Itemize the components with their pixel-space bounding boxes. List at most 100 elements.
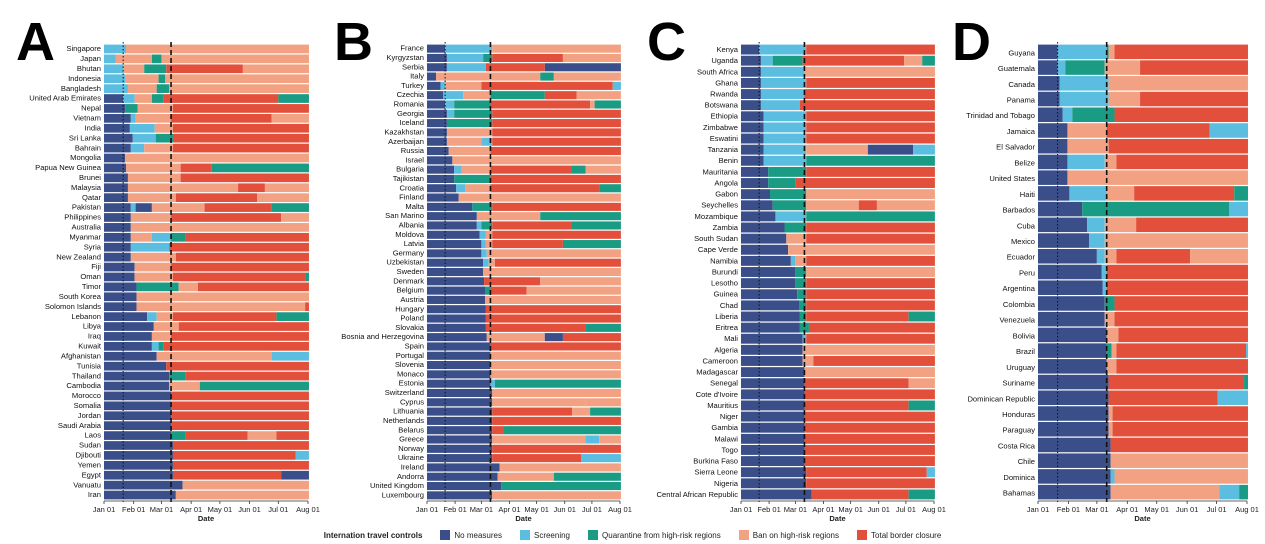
country-label: Suriname — [1003, 379, 1036, 388]
bar-segment — [172, 460, 309, 470]
bar-segment — [585, 398, 621, 407]
country-label: Romania — [394, 100, 425, 109]
bar-segment — [540, 72, 554, 81]
bar-segment — [1038, 107, 1063, 123]
country-label: Lithuania — [393, 407, 425, 416]
bar-segment — [204, 203, 272, 212]
bar-segment — [806, 111, 935, 122]
country-label: Botswana — [705, 101, 739, 110]
bar-segment — [492, 444, 621, 453]
bar-segment — [130, 223, 309, 232]
bar-segment — [492, 230, 621, 239]
bar-segment — [1038, 343, 1107, 358]
bar-segment — [104, 391, 172, 401]
bar-segment — [427, 472, 498, 481]
bar-segment — [741, 155, 764, 166]
bar-segment — [763, 111, 807, 122]
bar-segment — [1108, 44, 1115, 60]
bar-segment — [104, 411, 172, 421]
country-label: United Kingdom — [370, 481, 424, 490]
country-label: Singapore — [66, 44, 101, 53]
country-label: Tunisia — [77, 361, 102, 370]
bar-segment — [741, 433, 805, 444]
country-label: Papua New Guinea — [35, 163, 102, 172]
bar-segment — [104, 282, 137, 292]
bar-segment — [485, 305, 621, 314]
panel-label: C — [647, 12, 686, 72]
bar-segment — [612, 81, 621, 90]
country-label: Algeria — [714, 345, 738, 354]
bar-segment — [427, 388, 493, 398]
country-label: Ukraine — [398, 453, 424, 462]
bar-segment — [1114, 296, 1248, 311]
bar-segment — [804, 89, 935, 100]
bar-segment — [760, 77, 807, 88]
bar-segment — [175, 193, 258, 203]
bar-segment — [427, 156, 453, 165]
bar-segment — [104, 441, 173, 450]
bar-segment — [135, 203, 152, 212]
bar-segment — [741, 378, 805, 389]
country-label: Austria — [400, 295, 424, 304]
bar-segment — [305, 302, 309, 312]
bar-segment — [104, 123, 130, 133]
bar-segment — [166, 361, 309, 371]
bar-segment — [446, 137, 482, 146]
bar-segment — [134, 272, 173, 282]
country-label: Trinidad and Tobago — [966, 111, 1035, 120]
bar-segment — [1106, 264, 1248, 280]
country-label: Saudi Arabia — [58, 421, 102, 430]
bar-segment — [1106, 123, 1210, 138]
bar-segment — [1104, 217, 1137, 233]
bar-segment — [806, 144, 868, 155]
bar-segment — [1065, 60, 1105, 75]
bar-segment — [769, 189, 807, 200]
country-label: Kazakhstan — [384, 127, 424, 136]
bar-segment — [1067, 123, 1107, 138]
x-tick-label: Jul 01 — [896, 505, 916, 514]
country-label: Bahamas — [1003, 489, 1035, 498]
bar-segment — [1038, 217, 1088, 233]
bar-segment — [156, 312, 173, 321]
bar-segment — [1108, 76, 1248, 91]
bar-segment — [492, 221, 572, 230]
country-label: Estonia — [399, 379, 425, 388]
bar-segment — [445, 44, 493, 53]
bar-segment — [427, 481, 502, 491]
country-label: United States — [989, 174, 1035, 183]
bar-segment — [741, 389, 805, 400]
x-tick-label: Jul 01 — [268, 505, 288, 514]
bar-segment — [1104, 154, 1117, 170]
legend-swatch — [588, 530, 599, 540]
bar-segment — [806, 166, 935, 177]
bar-segment — [786, 233, 807, 244]
country-label: Costa Rica — [998, 441, 1036, 450]
bar-segment — [127, 193, 176, 203]
x-tick-label: May 01 — [1144, 505, 1169, 514]
bar-segment — [492, 109, 621, 118]
country-label: Canada — [1008, 80, 1035, 89]
bar-segment — [130, 242, 170, 252]
bar-segment — [768, 178, 796, 188]
legend-label: Total border closure — [871, 530, 942, 540]
bar-segment — [526, 286, 621, 295]
bar-segment — [440, 81, 446, 90]
legend-swatch — [738, 530, 749, 540]
bar-segment — [104, 193, 128, 203]
bar-segment — [271, 113, 309, 123]
bar-segment — [125, 153, 309, 163]
bar-segment — [172, 104, 309, 113]
bar-segment — [806, 311, 909, 322]
bar-segment — [1190, 249, 1248, 264]
bar-segment — [1038, 44, 1058, 60]
country-label: Azerbaijan — [388, 137, 424, 146]
bar-segment — [490, 174, 621, 183]
bar-segment — [1239, 484, 1248, 500]
bar-segment — [1038, 233, 1090, 248]
bar-segment — [804, 367, 935, 378]
country-label: Cyprus — [400, 397, 424, 406]
bar-segment — [151, 94, 164, 103]
bar-segment — [1038, 484, 1111, 500]
country-label: Japan — [80, 54, 101, 63]
bar-segment — [1217, 390, 1248, 406]
